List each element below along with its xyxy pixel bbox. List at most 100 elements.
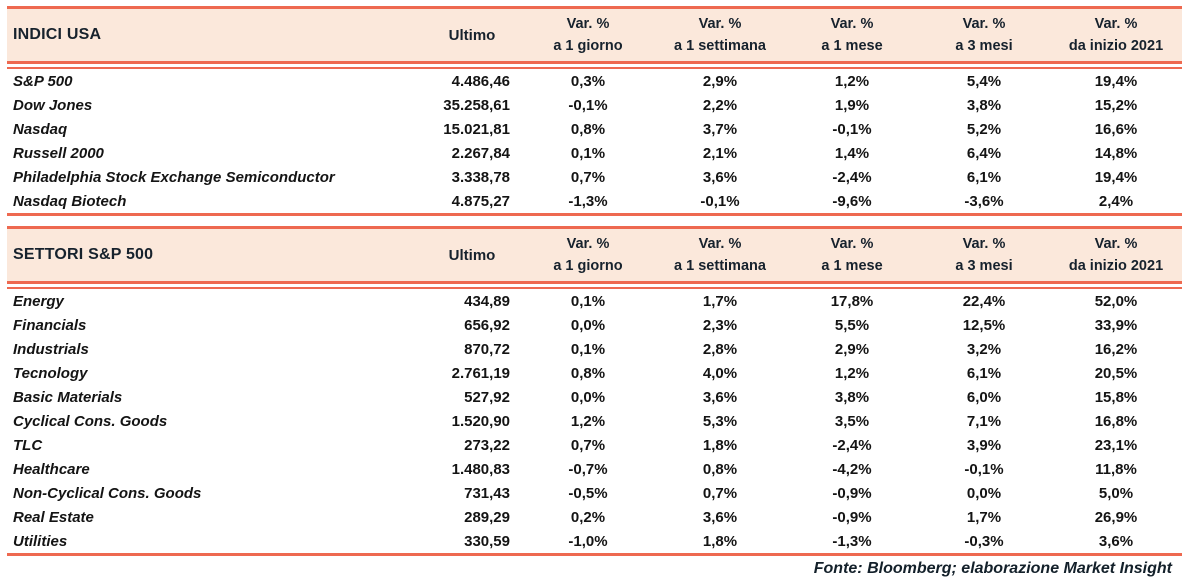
pct-value-0: 0,0% [570,316,606,334]
pct-value-4: 15,8% [1094,388,1138,406]
pct-value-0: 0,0% [570,388,606,406]
pct-value-0: 0,3% [570,72,606,90]
var-label: Var. % [830,15,874,32]
indici-usa-table: INDICI USA Ultimo Var. % a 1 giorno Var. % a … [7,6,1182,216]
row-name: Energy [13,292,64,310]
pct-value-4: 2,4% [1098,192,1134,210]
var-label: Var. % [698,235,742,252]
pct-value-3: 5,4% [966,72,1002,90]
pct-value-4: 16,8% [1094,412,1138,430]
pct-value-2: 1,2% [834,364,870,382]
period-label: da inizio 2021 [1068,258,1164,274]
row-name: TLC [13,436,43,454]
pct-value-1: 2,9% [702,72,738,90]
pct-value-1: -0,1% [700,192,740,210]
var-label: Var. % [830,235,874,252]
pct-value-2: -2,4% [832,168,872,186]
row-name: Nasdaq Biotech [13,192,127,210]
header-separator-rule [7,281,1182,289]
var-label: Var. % [962,15,1006,32]
table-top-rule [7,226,1182,229]
period-label: a 1 giorno [553,258,623,274]
pct-value-3: 1,7% [966,508,1002,526]
row-name: Industrials [13,340,89,358]
row-name: S&P 500 [13,72,73,90]
pct-value-0: 1,2% [570,412,606,430]
table-row: Tecnology 2.761,19 0,8% 4,0% 1,2% 6,1% 20,5% [7,361,1182,385]
column-header-var-3: Var. % a 3 mesi [918,233,1050,278]
pct-value-1: 2,3% [702,316,738,334]
table-row: Real Estate 289,29 0,2% 3,6% -0,9% 1,7% 26,9% [7,505,1182,529]
ultimo-value: 4.486,46 [451,72,510,90]
settori-sp500-table: SETTORI S&P 500 Ultimo Var. % a 1 giorno Var… [7,226,1182,556]
column-header-var-2: Var. % a 1 mese [786,13,918,58]
pct-value-2: 1,9% [834,96,870,114]
pct-value-3: 3,9% [966,436,1002,454]
pct-value-3: 12,5% [962,316,1006,334]
pct-value-3: 3,2% [966,340,1002,358]
ultimo-value: 1.480,83 [451,460,510,478]
pct-value-4: 20,5% [1094,364,1138,382]
table-bottom-rule [7,553,1182,556]
table-top-rule [7,6,1182,9]
pct-value-3: 6,4% [966,144,1002,162]
pct-value-0: 0,7% [570,168,606,186]
row-name: Philadelphia Stock Exchange Semiconducto… [13,168,335,186]
period-label: a 1 mese [821,258,883,274]
ultimo-value: 434,89 [464,292,510,310]
var-label: Var. % [566,235,610,252]
table-row: Healthcare 1.480,83 -0,7% 0,8% -4,2% -0,1% 11,… [7,457,1182,481]
pct-value-2: -2,4% [832,436,872,454]
pct-value-1: 1,7% [702,292,738,310]
pct-value-1: 1,8% [702,436,738,454]
column-header-var-3: Var. % a 3 mesi [918,13,1050,58]
pct-value-0: 0,1% [570,292,606,310]
column-header-ultimo: Ultimo [448,26,496,44]
pct-value-0: -1,3% [568,192,608,210]
table-row: Basic Materials 527,92 0,0% 3,6% 3,8% 6,0% 15,… [7,385,1182,409]
table-row: Dow Jones 35.258,61 -0,1% 2,2% 1,9% 3,8% 15,2% [7,93,1182,117]
pct-value-2: -4,2% [832,460,872,478]
table-row: Nasdaq 15.021,81 0,8% 3,7% -0,1% 5,2% 16,6% [7,117,1182,141]
var-label: Var. % [1094,15,1138,32]
pct-value-0: 0,1% [570,340,606,358]
ultimo-value: 1.520,90 [451,412,510,430]
table-row: TLC 273,22 0,7% 1,8% -2,4% 3,9% 23,1% [7,433,1182,457]
pct-value-4: 5,0% [1098,484,1134,502]
pct-value-2: 3,5% [834,412,870,430]
ultimo-value: 4.875,27 [451,192,510,210]
period-label: a 1 giorno [553,38,623,54]
pct-value-1: 0,7% [702,484,738,502]
pct-value-2: -9,6% [832,192,872,210]
row-name: Basic Materials [13,388,123,406]
pct-value-0: 0,8% [570,364,606,382]
row-name: Russell 2000 [13,144,104,162]
column-header-var-1: Var. % a 1 settimana [654,13,786,58]
column-header-var-4: Var. % da inizio 2021 [1050,13,1182,58]
pct-value-3: -3,6% [964,192,1004,210]
pct-value-0: 0,1% [570,144,606,162]
table-row: Industrials 870,72 0,1% 2,8% 2,9% 3,2% 16,2% [7,337,1182,361]
pct-value-1: 0,8% [702,460,738,478]
pct-value-2: -1,3% [832,532,872,550]
period-label: a 3 mesi [955,258,1013,274]
pct-value-2: -0,9% [832,508,872,526]
var-label: Var. % [1094,235,1138,252]
column-header-var-2: Var. % a 1 mese [786,233,918,278]
row-name: Utilities [13,532,68,550]
pct-value-0: -0,5% [568,484,608,502]
pct-value-1: 3,6% [702,388,738,406]
pct-value-4: 19,4% [1094,72,1138,90]
period-label: a 1 settimana [674,258,766,274]
period-label: a 1 mese [821,38,883,54]
table-title: INDICI USA [13,26,102,43]
ultimo-value: 2.761,19 [451,364,510,382]
period-label: a 1 settimana [674,38,766,54]
pct-value-1: 5,3% [702,412,738,430]
table-bottom-rule [7,213,1182,216]
table-row: Energy 434,89 0,1% 1,7% 17,8% 22,4% 52,0% [7,289,1182,313]
pct-value-2: 1,2% [834,72,870,90]
ultimo-value: 330,59 [464,532,510,550]
pct-value-4: 26,9% [1094,508,1138,526]
